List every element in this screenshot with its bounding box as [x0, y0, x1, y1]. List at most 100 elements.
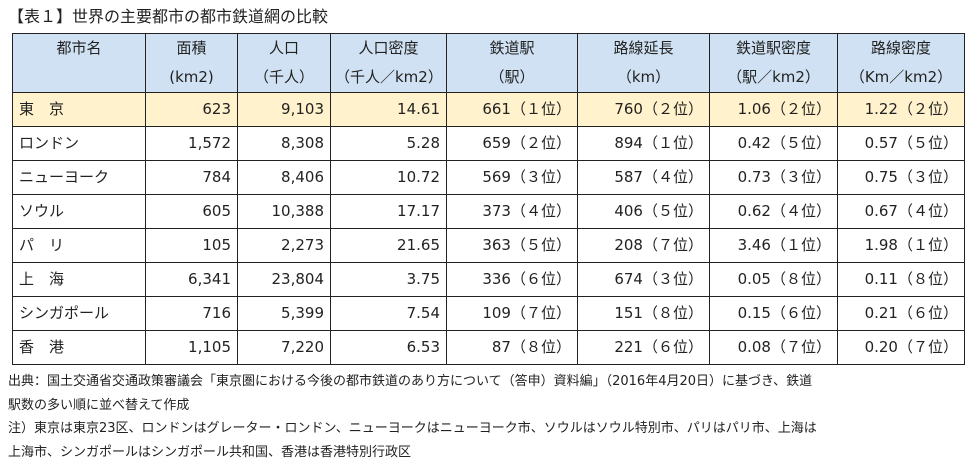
- cell-stations: 363（５位）: [446, 228, 578, 263]
- cell-stations: 569（３位）: [446, 160, 578, 195]
- cell-value: 0.05: [737, 270, 771, 288]
- table-row: ニューヨーク 784 8,406 10.72 569（３位） 587（４位） 0.73（３位…: [12, 160, 965, 195]
- cell-value: 0.15: [737, 304, 771, 322]
- cell-length: 221（６位）: [577, 330, 710, 365]
- cell-rank: （２位）: [510, 134, 571, 152]
- cell-city: ニューヨーク: [12, 160, 146, 195]
- cell-rank: （５位）: [510, 236, 571, 254]
- cell-pop-density: 7.54: [330, 296, 447, 331]
- cell-value: 569: [482, 168, 511, 186]
- cell-value: 659: [482, 134, 511, 152]
- cell-value: 221: [614, 338, 643, 356]
- cell-value: 1.06: [737, 100, 771, 118]
- table-row: 東 京 623 9,103 14.61 661（１位） 760（２位） 1.06（２位） 1.…: [12, 92, 965, 127]
- cell-stations: 659（２位）: [446, 126, 578, 161]
- cell-value: 894: [614, 134, 643, 152]
- header-station-density: 鉄道駅密度: [709, 33, 838, 63]
- cell-length: 894（１位）: [577, 126, 710, 161]
- cell-station-density: 0.42（５位）: [709, 126, 838, 161]
- cell-area: 605: [145, 194, 238, 229]
- cell-rank: （１位）: [510, 100, 571, 118]
- cell-city: ソウル: [12, 194, 146, 229]
- cell-value: 336: [482, 270, 511, 288]
- unit-station-density: （駅／km2）: [709, 63, 838, 93]
- cell-population: 2,273: [237, 228, 331, 263]
- source-note-line-2: 駅数の多い順に並べ替えて作成: [8, 397, 190, 413]
- source-note-line-1: 出典：国土交通省交通政策審議会「東京圏における今後の都市鉄道のあり方について（答…: [8, 374, 813, 389]
- header-area: 面積: [145, 33, 238, 63]
- unit-length: （km）: [577, 63, 710, 93]
- unit-pop-density: （千人／km2）: [330, 63, 447, 93]
- table-body: 東 京 623 9,103 14.61 661（１位） 760（２位） 1.06（２位） 1.…: [12, 92, 965, 365]
- cell-population: 23,804: [237, 262, 331, 297]
- cell-value: 87: [491, 338, 511, 356]
- cell-area: 6,341: [145, 262, 238, 297]
- unit-area: (km2): [145, 63, 238, 93]
- cell-rank: （６位）: [770, 304, 831, 322]
- cell-value: 0.42: [737, 134, 771, 152]
- unit-city: [12, 63, 146, 93]
- definition-note-line-1: 注）東京は東京23区、ロンドンはグレーター・ロンドン、ニューヨークはニューヨーク…: [8, 421, 817, 436]
- definition-note-line-2: 上海市、シンガポールはシンガポール共和国、香港は香港特別行政区: [8, 444, 412, 460]
- header-pop-density: 人口密度: [330, 33, 447, 63]
- cell-city: 東 京: [12, 92, 146, 127]
- table-row: 香 港 1,105 7,220 6.53 87（８位） 221（６位） 0.08（７位） 0.…: [12, 330, 965, 365]
- cell-station-density: 0.08（７位）: [709, 330, 838, 365]
- cell-value: 373: [482, 202, 511, 220]
- cell-stations: 87（８位）: [446, 330, 578, 365]
- table-row: ソウル 605 10,388 17.17 373（４位） 406（５位） 0.62（４位） 0…: [12, 194, 965, 229]
- cell-area: 1,572: [145, 126, 238, 161]
- cell-station-density: 0.15（６位）: [709, 296, 838, 331]
- table-row: 上 海 6,341 23,804 3.75 336（６位） 674（３位） 0.05（８位）…: [12, 262, 965, 297]
- cell-value: 3.46: [737, 236, 771, 254]
- cell-length: 760（２位）: [577, 92, 710, 127]
- cell-value: 0.67: [864, 202, 898, 220]
- cell-value: 0.20: [864, 338, 898, 356]
- cell-population: 8,308: [237, 126, 331, 161]
- cell-rank: （７位）: [897, 338, 958, 356]
- cell-population: 10,388: [237, 194, 331, 229]
- footnotes: 出典：国土交通省交通政策審議会「東京圏における今後の都市鉄道のあり方について（答…: [8, 370, 970, 464]
- cell-pop-density: 17.17: [330, 194, 447, 229]
- cell-line-density: 0.75（３位）: [837, 160, 965, 195]
- cell-length: 151（８位）: [577, 296, 710, 331]
- table-row: ロンドン 1,572 8,308 5.28 659（２位） 894（１位） 0.42（５位）…: [12, 126, 965, 161]
- cell-value: 0.73: [737, 168, 771, 186]
- cell-area: 105: [145, 228, 238, 263]
- header-line-density: 路線密度: [837, 33, 965, 63]
- cell-city: パ リ: [12, 228, 146, 263]
- unit-line-density: （Km／km2）: [837, 63, 965, 93]
- cell-area: 716: [145, 296, 238, 331]
- cell-value: 0.57: [864, 134, 898, 152]
- cell-value: 760: [614, 100, 643, 118]
- cell-stations: 336（６位）: [446, 262, 578, 297]
- cell-population: 9,103: [237, 92, 331, 127]
- cell-line-density: 1.98（１位）: [837, 228, 965, 263]
- unit-stations: （駅）: [446, 63, 578, 93]
- cell-rank: （５位）: [897, 134, 958, 152]
- cell-station-density: 0.62（４位）: [709, 194, 838, 229]
- cell-value: 0.21: [864, 304, 898, 322]
- cell-rank: （２位）: [770, 100, 831, 118]
- cell-length: 208（７位）: [577, 228, 710, 263]
- cell-rank: （５位）: [770, 134, 831, 152]
- cell-value: 0.08: [737, 338, 771, 356]
- header-row-units: (km2) （千人） （千人／km2） （駅） （km） （駅／km2） （Km…: [12, 63, 965, 93]
- cell-rank: （６位）: [510, 270, 571, 288]
- header-stations: 鉄道駅: [446, 33, 578, 63]
- cell-length: 674（３位）: [577, 262, 710, 297]
- cell-value: 661: [482, 100, 511, 118]
- cell-population: 7,220: [237, 330, 331, 365]
- cell-rank: （３位）: [897, 168, 958, 186]
- cell-line-density: 0.21（６位）: [837, 296, 965, 331]
- cell-length: 406（５位）: [577, 194, 710, 229]
- cell-rank: （３位）: [770, 168, 831, 186]
- table-title: 【表１】世界の主要都市の都市鉄道網の比較: [8, 7, 329, 26]
- cell-rank: （１位）: [642, 134, 703, 152]
- cell-value: 0.11: [864, 270, 898, 288]
- cell-population: 8,406: [237, 160, 331, 195]
- cell-rank: （１位）: [770, 236, 831, 254]
- cell-rank: （２位）: [897, 100, 958, 118]
- cell-station-density: 1.06（２位）: [709, 92, 838, 127]
- cell-rank: （８位）: [642, 304, 703, 322]
